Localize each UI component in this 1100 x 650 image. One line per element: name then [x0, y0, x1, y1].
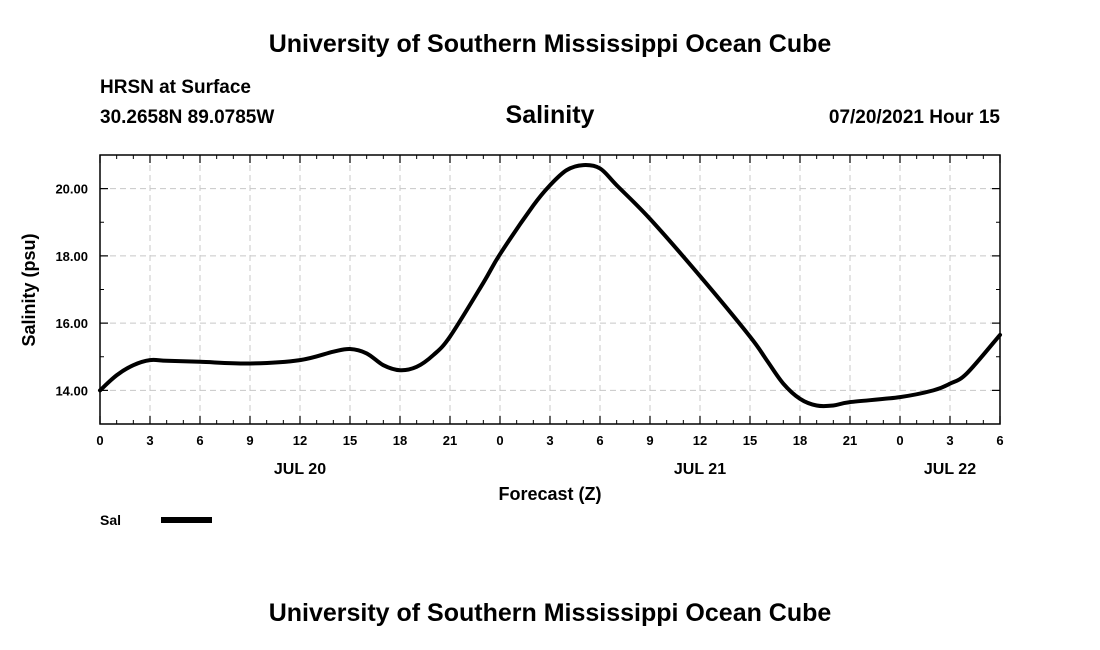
station-name: HRSN at Surface — [100, 77, 251, 98]
y-tick-label: 18.00 — [55, 249, 88, 264]
x-axis-title: Forecast (Z) — [498, 484, 601, 504]
x-tick-label: 12 — [293, 433, 307, 448]
date-label: JUL 22 — [924, 461, 976, 478]
x-tick-label: 18 — [793, 433, 807, 448]
x-tick-label: 15 — [343, 433, 357, 448]
x-tick-label: 9 — [646, 433, 653, 448]
grid-lines — [100, 155, 1000, 424]
date-label: JUL 21 — [674, 461, 726, 478]
x-tick-label: 0 — [496, 433, 503, 448]
date-label: JUL 20 — [274, 461, 326, 478]
forecast-datetime: 07/20/2021 Hour 15 — [828, 107, 1000, 128]
x-tick-label: 3 — [946, 433, 953, 448]
tick-labels: 0 3 6 9 12 15 18 21 0 3 6 9 12 15 18 21 0 3 6 14.00 16.00 18.… — [55, 182, 1003, 478]
x-tick-label: 3 — [146, 433, 153, 448]
x-tick-label: 6 — [596, 433, 603, 448]
x-tick-label: 21 — [443, 433, 457, 448]
x-tick-label: 21 — [843, 433, 857, 448]
series-layer — [98, 163, 1002, 409]
x-tick-label: 9 — [246, 433, 253, 448]
variable-title: Salinity — [505, 101, 595, 129]
y-tick-label: 20.00 — [55, 182, 88, 197]
series-line-sal — [98, 163, 1002, 409]
chart-main-title: University of Southern Mississippi Ocean… — [268, 30, 832, 58]
x-tick-label: 6 — [996, 433, 1003, 448]
station-coordinates: 30.2658N 89.0785W — [100, 107, 275, 128]
x-tick-label: 12 — [693, 433, 707, 448]
legend-label-sal: Sal — [100, 512, 121, 528]
y-tick-label: 16.00 — [55, 316, 88, 331]
x-tick-label: 0 — [96, 433, 103, 448]
x-tick-label: 6 — [196, 433, 203, 448]
x-tick-label: 3 — [546, 433, 553, 448]
y-axis-title: Salinity (psu) — [19, 233, 39, 346]
x-tick-label: 18 — [393, 433, 407, 448]
y-tick-label: 14.00 — [55, 383, 88, 398]
x-tick-label: 0 — [896, 433, 903, 448]
x-tick-label: 15 — [743, 433, 757, 448]
chart-footer-title: University of Southern Mississippi Ocean… — [268, 599, 832, 627]
